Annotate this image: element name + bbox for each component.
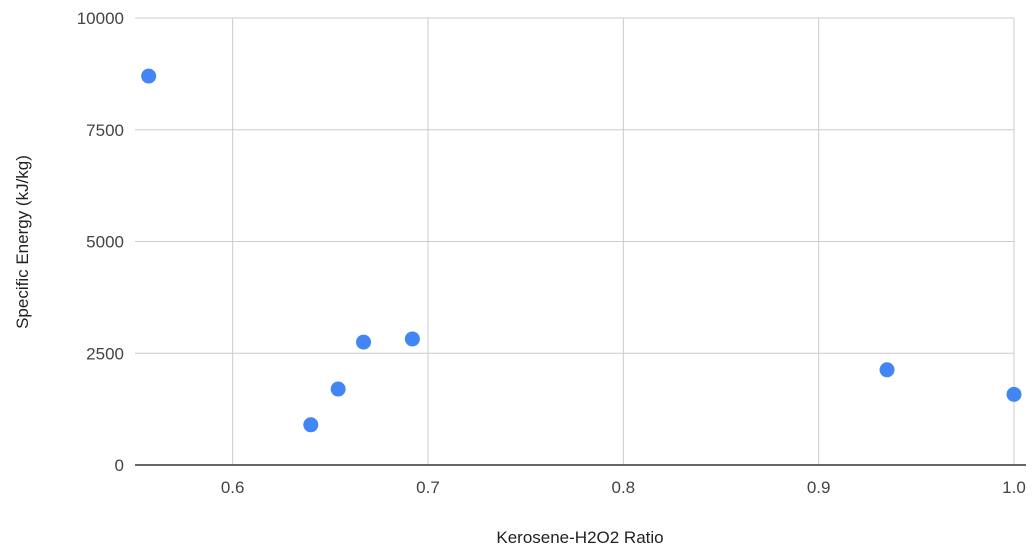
data-point <box>141 68 157 84</box>
data-point <box>1006 386 1022 402</box>
y-axis-ticks: 0 2500 5000 7500 10000 <box>77 9 124 475</box>
x-tick-label: 1.0 <box>1002 478 1026 497</box>
data-point <box>404 331 420 347</box>
y-tick-label: 0 <box>115 456 124 475</box>
data-point <box>879 362 895 378</box>
data-points <box>141 68 1022 433</box>
data-point <box>356 334 372 350</box>
y-tick-label: 7500 <box>86 121 124 140</box>
data-point <box>303 417 319 433</box>
x-tick-label: 0.9 <box>807 478 831 497</box>
x-tick-label: 0.6 <box>221 478 245 497</box>
data-point <box>330 381 346 397</box>
y-tick-label: 2500 <box>86 344 124 363</box>
y-axis-title: Specific Energy (kJ/kg) <box>13 155 32 329</box>
y-tick-label: 5000 <box>86 233 124 252</box>
x-tick-label: 0.8 <box>612 478 636 497</box>
grid-lines <box>135 17 1015 465</box>
x-tick-label: 0.7 <box>416 478 440 497</box>
x-axis-ticks: 0.6 0.7 0.8 0.9 1.0 <box>221 478 1026 497</box>
x-axis-title: Kerosene-H2O2 Ratio <box>496 528 663 547</box>
y-tick-label: 10000 <box>77 9 124 28</box>
